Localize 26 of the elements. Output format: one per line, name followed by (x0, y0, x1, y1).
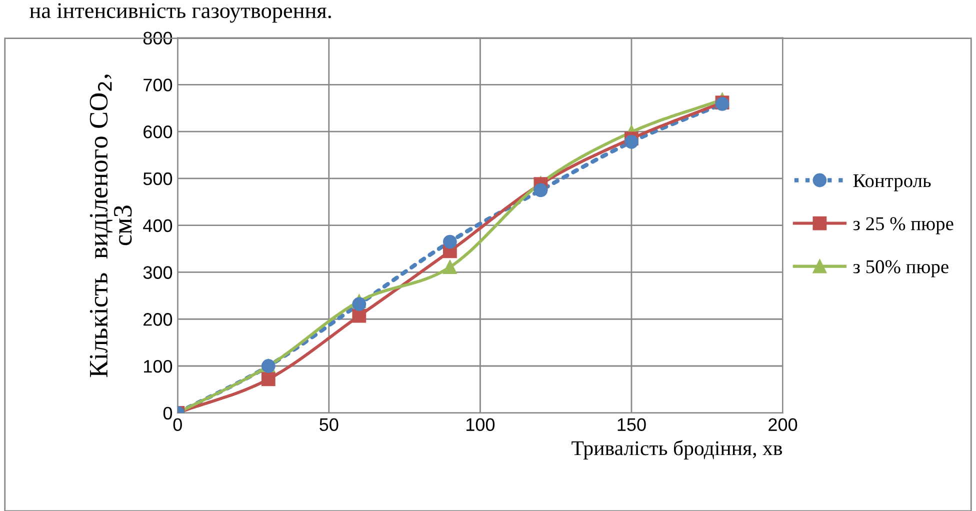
x-tick-label: 50 (320, 418, 338, 432)
y-tick-label: 300 (143, 266, 172, 279)
text: Кількість виділеного CO$_{2}$, см3 (90, 74, 132, 378)
point (352, 308, 366, 323)
point (624, 134, 638, 149)
point (261, 372, 276, 386)
x-tick-label: 200 (768, 418, 798, 432)
legend-label: з 25 % пюре (853, 217, 954, 234)
point (442, 234, 457, 249)
x-tick-label: 150 (618, 418, 646, 432)
y-tick-label: 0 (163, 406, 172, 420)
y-tick-label: 500 (143, 172, 172, 186)
point (442, 260, 457, 274)
text: на інтенсивність газоутворення. (30, 3, 331, 23)
y-tick-label: 200 (144, 313, 172, 326)
y-tick-label: 700 (144, 78, 172, 92)
x-axis-title: Тривалість бродіння, хв (572, 440, 782, 460)
x-tick-label: 100 (466, 418, 495, 432)
legend-label: Контроль (853, 174, 931, 192)
legend-label: з 50% пюре (853, 260, 948, 278)
y-tick-label: 100 (144, 360, 172, 373)
point (534, 183, 548, 198)
x-tick-label: 0 (173, 418, 182, 432)
y-tick-label: 600 (144, 126, 172, 138)
y-tick-label: 400 (143, 219, 172, 232)
point (352, 297, 366, 312)
